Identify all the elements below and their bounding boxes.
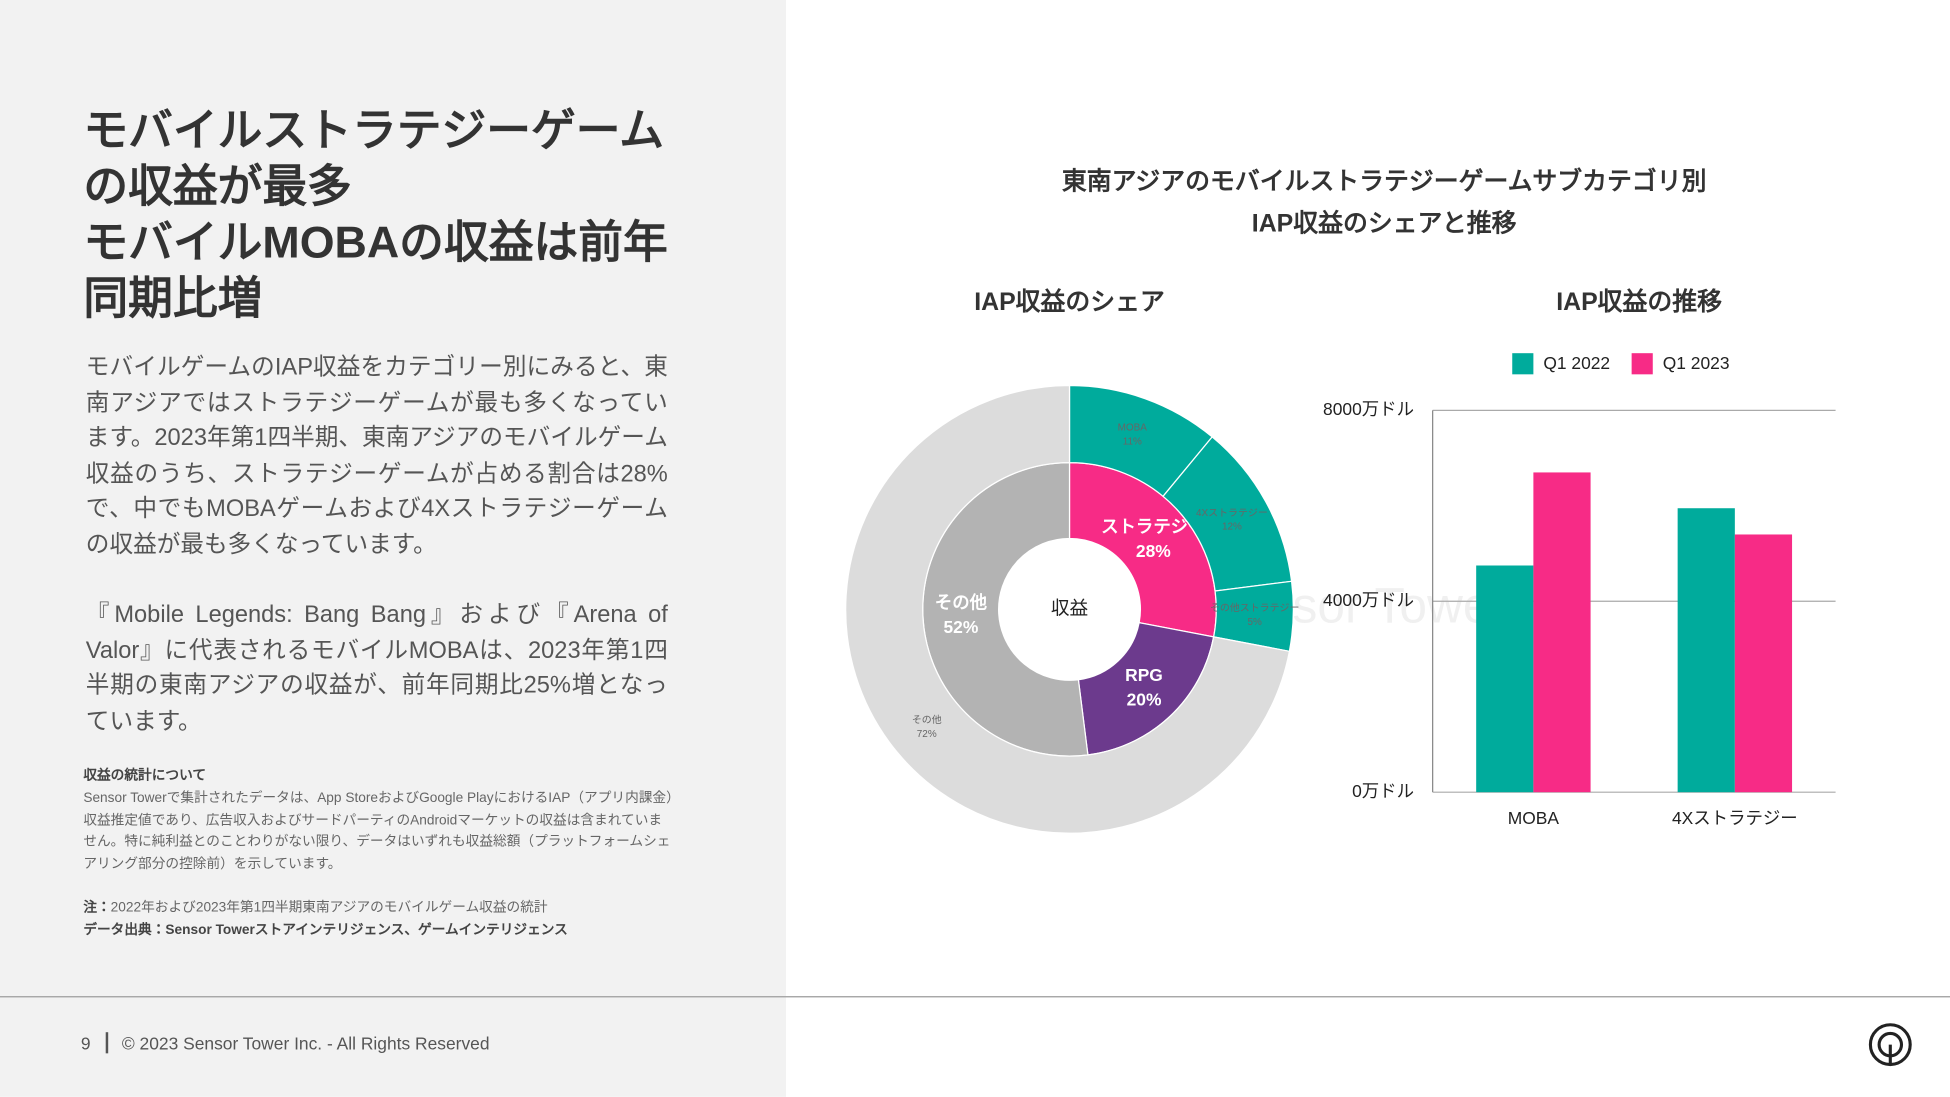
segment-label: その他 — [912, 713, 942, 726]
page-number: 9 — [80, 1033, 91, 1054]
segment-value-label: 72% — [917, 729, 937, 740]
x-tick-label: MOBA — [1508, 808, 1560, 828]
center-label: 収益 — [1051, 597, 1089, 618]
slide-title: モバイルストラテジーゲーム の収益が最多 モバイルMOBAの収益は前年 同期比増 — [83, 102, 668, 326]
note: 注：2022年および2023年第1四半期東南アジアのモバイルゲーム収益の統計 — [83, 898, 675, 920]
segment-label: MOBA — [1118, 423, 1148, 434]
title-line: モバイルMOBAの収益は前年 — [83, 216, 668, 268]
chart-title: IAP収益の推移 — [1556, 287, 1722, 316]
y-tick-label: 0万ドル — [1352, 781, 1414, 801]
copyright: © 2023 Sensor Tower Inc. - All Rights Re… — [121, 1033, 490, 1054]
segment-value-label: 28% — [1136, 541, 1171, 561]
legend-label: Q1 2023 — [1663, 353, 1730, 373]
logo — [1868, 1023, 1912, 1067]
legend-swatch — [1631, 353, 1653, 375]
segment-value-label: 5% — [1248, 617, 1263, 628]
segment-label: RPG — [1125, 665, 1163, 685]
bar — [1734, 534, 1793, 793]
paragraph: モバイルゲームのIAP収益をカテゴリー別にみると、東南アジアではストラテジーゲー… — [85, 354, 668, 558]
bar — [1533, 472, 1591, 793]
segment-label: ストラテジー — [1101, 516, 1205, 536]
charts-title: IAP収益のシェアと推移 — [1252, 209, 1517, 238]
segment-value-label: 52% — [943, 617, 978, 637]
bar — [1677, 508, 1735, 793]
segment-label: 4Xストラテジー — [1196, 507, 1268, 519]
title-line: モバイルストラテジーゲーム — [83, 104, 664, 156]
bar — [1476, 565, 1534, 793]
segment-value-label: 12% — [1222, 522, 1242, 533]
legend-swatch — [1512, 353, 1534, 375]
center-hole — [999, 539, 1140, 680]
note-label: 注： — [83, 900, 111, 916]
left-panel — [0, 0, 786, 997]
y-tick-label: 4000万ドル — [1323, 590, 1414, 610]
y-tick-label: 8000万ドル — [1323, 399, 1414, 419]
note-text: 2022年および2023年第1四半期東南アジアのモバイルゲーム収益の統計 — [110, 900, 548, 916]
notes-heading: 収益の統計について — [83, 768, 207, 784]
charts-title: 東南アジアのモバイルストラテジーゲームサブカテゴリ別 — [1062, 166, 1707, 195]
title-line: 同期比増 — [83, 272, 263, 324]
legend-label: Q1 2022 — [1543, 353, 1610, 373]
segment-value-label: 20% — [1127, 689, 1162, 709]
source: データ出典：Sensor Towerストアインテリジェンス、ゲームインテリジェン… — [83, 922, 568, 938]
x-tick-label: 4Xストラテジー — [1672, 808, 1798, 828]
chart-title: IAP収益のシェア — [974, 287, 1165, 316]
footer-panel — [0, 997, 786, 1097]
ring-segment — [845, 384, 1291, 834]
paragraph: 『Mobile Legends: Bang Bang』および『Arena of … — [85, 601, 668, 735]
footer-divider — [105, 1032, 109, 1054]
segment-value-label: 11% — [1123, 437, 1142, 448]
notes-body: Sensor Towerで集計されたデータは、App StoreおよびGoogl… — [83, 790, 673, 872]
segment-label: その他ストラテジー — [1210, 601, 1299, 614]
footer-rule — [0, 996, 1950, 998]
title-line: の収益が最多 — [83, 160, 352, 212]
segment-label: その他 — [935, 593, 988, 613]
